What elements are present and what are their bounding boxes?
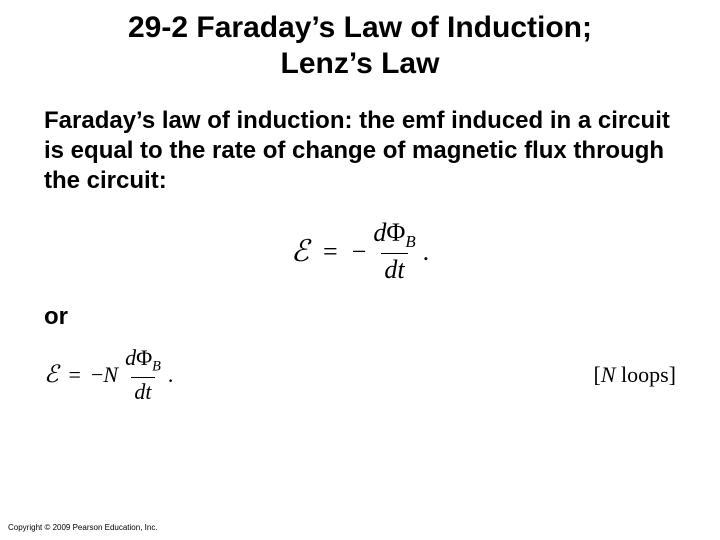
numerator: dΦB	[370, 218, 418, 253]
emf-symbol-2: ℰ	[44, 360, 59, 389]
equals-sign: =	[323, 237, 338, 267]
equals-sign-2: =	[69, 362, 81, 388]
denominator-2: dt	[131, 377, 154, 405]
slide: 29-2 Faraday’s Law of Induction; Lenz’s …	[0, 0, 720, 540]
d-symbol-2: d	[125, 345, 136, 370]
subscript-b: B	[405, 232, 415, 251]
or-label: or	[44, 303, 676, 331]
phi-symbol-2: Φ	[136, 345, 152, 370]
copyright-text: Copyright © 2009 Pearson Education, Inc.	[8, 523, 158, 532]
period: .	[423, 237, 430, 267]
minus-sign-2: −	[91, 362, 103, 388]
slide-title: 29-2 Faraday’s Law of Induction; Lenz’s …	[0, 0, 720, 82]
period-2: .	[168, 362, 174, 388]
n-symbol: N	[103, 362, 118, 388]
fraction: dΦB dt	[370, 218, 418, 285]
title-line-1: 29-2 Faraday’s Law of Induction;	[128, 11, 592, 44]
denominator: dt	[381, 253, 407, 285]
n-loops-note: [N loops]	[593, 362, 676, 388]
body-text: Faraday’s law of induction: the emf indu…	[44, 106, 676, 196]
fraction-2: dΦB dt	[122, 345, 164, 404]
emf-symbol: ℰ	[291, 234, 309, 269]
equation-1: ℰ = − dΦB dt .	[0, 218, 720, 285]
minus-sign: −	[352, 237, 367, 267]
subscript-b-2: B	[152, 359, 161, 375]
phi-symbol: Φ	[386, 218, 405, 247]
numerator-2: dΦB	[122, 345, 164, 376]
equation-2: ℰ = −N dΦB dt . [N loops]	[0, 345, 720, 404]
title-line-2: Lenz’s Law	[281, 47, 440, 80]
d-symbol: d	[373, 218, 386, 247]
